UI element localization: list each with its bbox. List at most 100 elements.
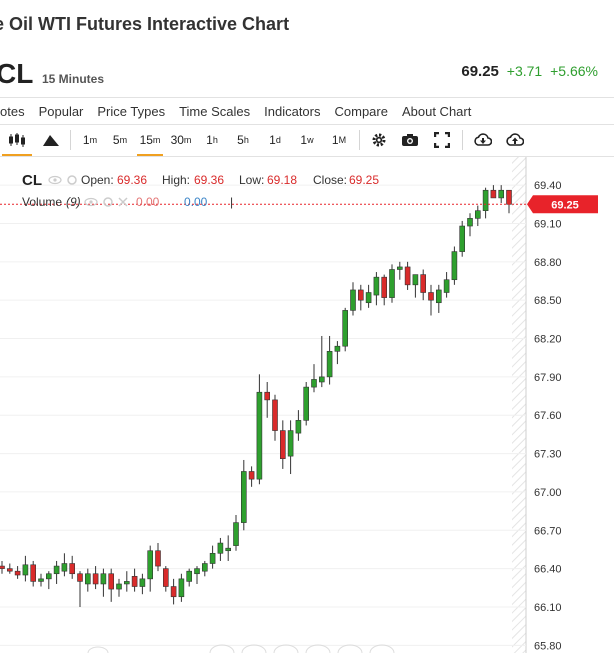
- candle: [45, 571, 52, 590]
- legend-volume-label: Volume: [22, 195, 62, 209]
- candle: [474, 205, 481, 227]
- y-tick-label: 65.80: [534, 640, 562, 652]
- candle: [350, 282, 356, 316]
- candle: [92, 566, 99, 590]
- candle: [389, 264, 395, 303]
- menu-time-scales[interactable]: Time Scales: [179, 103, 251, 119]
- price-chart[interactable]: 69.40 69.10 68.80 68.50 68.20 67.90 67.60 67.30…: [0, 157, 614, 654]
- y-tick-label: 68.20: [534, 334, 562, 346]
- legend-symbol: CL: [22, 172, 42, 189]
- candle-body-down: [264, 391, 271, 401]
- candle: [482, 187, 489, 219]
- candle: [248, 466, 255, 487]
- price-badge-label: 69.25: [551, 199, 579, 211]
- menu-about-chart[interactable]: About Chart: [401, 103, 472, 119]
- y-tick-label: 69.10: [534, 218, 562, 230]
- menu-indicators[interactable]: Indicators: [264, 103, 321, 119]
- candle: [209, 545, 216, 569]
- legend-volume: Volume (9) 0.00 0.00 |: [22, 195, 233, 209]
- candle-body-down: [248, 471, 255, 480]
- candles: [0, 185, 512, 607]
- upload-icon[interactable]: [499, 129, 531, 151]
- candle-body-up: [233, 522, 239, 546]
- candle-body-up: [311, 379, 317, 388]
- candle-body-up: [45, 573, 52, 580]
- legend-cursor: |: [230, 195, 233, 209]
- candle-body-up: [467, 218, 473, 227]
- candle: [170, 578, 177, 605]
- gear-icon[interactable]: [364, 129, 394, 151]
- y-tick-label: 67.90: [534, 372, 562, 384]
- candle: [342, 307, 349, 352]
- candle-body-up: [334, 345, 341, 352]
- y-tick-label: 68.50: [534, 295, 562, 307]
- candle: [365, 284, 372, 308]
- menu-compare[interactable]: Compare: [334, 103, 388, 119]
- camera-icon[interactable]: [394, 129, 426, 151]
- legend-eye-icon[interactable]: [48, 175, 62, 185]
- menu-quotes[interactable]: otes: [0, 103, 25, 119]
- candlestick-icon[interactable]: [2, 129, 32, 156]
- download-icon[interactable]: [467, 129, 499, 151]
- candle: [77, 571, 83, 607]
- candle: [69, 555, 75, 579]
- candle-body-up: [22, 564, 29, 576]
- timeframe-15m[interactable]: 15 m: [137, 129, 163, 156]
- candle-body-up: [435, 289, 442, 304]
- candle-body-up: [100, 573, 107, 585]
- y-tick-label: 67.60: [534, 410, 562, 422]
- price-badge-shape: [527, 195, 598, 214]
- menu-price-types[interactable]: Price Types: [97, 103, 166, 119]
- candle: [373, 272, 380, 306]
- legend-close-value: 69.25: [349, 173, 379, 187]
- volume-eye-icon[interactable]: [84, 197, 98, 207]
- candle-body-down: [163, 568, 169, 587]
- candle-body-up: [303, 386, 310, 421]
- bottom-scroll-controls[interactable]: [87, 644, 395, 654]
- candle: [225, 535, 231, 561]
- candle: [124, 571, 130, 592]
- candle-body-up: [186, 570, 192, 582]
- legend-settings-icon[interactable]: [67, 175, 77, 185]
- candle: [451, 246, 458, 285]
- candle: [194, 566, 200, 584]
- candle: [311, 364, 317, 393]
- candle: [202, 560, 208, 577]
- candle-body-up: [194, 568, 200, 575]
- fullscreen-icon[interactable]: [426, 129, 458, 151]
- candle: [443, 272, 450, 298]
- chart-area[interactable]: 69.40 69.10 68.80 68.50 68.20 67.90 67.60 67.30…: [0, 157, 614, 654]
- legend-high-label: High:: [162, 173, 190, 187]
- candle-body-up: [61, 563, 68, 572]
- candle: [0, 560, 5, 574]
- legend-high-value: 69.36: [194, 173, 224, 187]
- candle-body-down: [279, 430, 286, 459]
- candle-body-up: [241, 471, 247, 523]
- legend-low-label: Low:: [239, 173, 264, 187]
- y-tick-label: 67.30: [534, 449, 562, 461]
- candle: [7, 563, 13, 574]
- timeframe-30m[interactable]: 30 m: [170, 133, 192, 147]
- candle-body-up: [225, 547, 231, 552]
- volume-settings-icon[interactable]: [103, 197, 113, 207]
- candle-body-up: [209, 552, 216, 564]
- mountain-icon[interactable]: [36, 129, 66, 151]
- menu-popular[interactable]: Popular: [38, 103, 84, 119]
- y-tick-label: 68.80: [534, 257, 562, 269]
- candle: [272, 394, 278, 441]
- candle-body-up: [474, 210, 481, 219]
- volume-close-icon[interactable]: [118, 197, 128, 207]
- candle-body-up: [443, 279, 450, 293]
- candle: [116, 578, 122, 597]
- y-tick-label: 66.70: [534, 525, 562, 537]
- candle-body-up: [38, 578, 44, 582]
- candle-body-up: [147, 550, 153, 580]
- candle: [108, 568, 114, 602]
